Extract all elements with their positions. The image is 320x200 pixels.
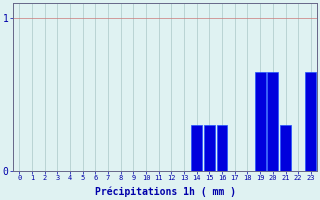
Bar — [306, 72, 316, 171]
Bar — [217, 125, 228, 171]
Bar — [268, 72, 278, 171]
Bar — [255, 72, 266, 171]
X-axis label: Précipitations 1h ( mm ): Précipitations 1h ( mm ) — [94, 187, 236, 197]
Bar — [191, 125, 202, 171]
Bar — [204, 125, 215, 171]
Bar — [280, 125, 291, 171]
